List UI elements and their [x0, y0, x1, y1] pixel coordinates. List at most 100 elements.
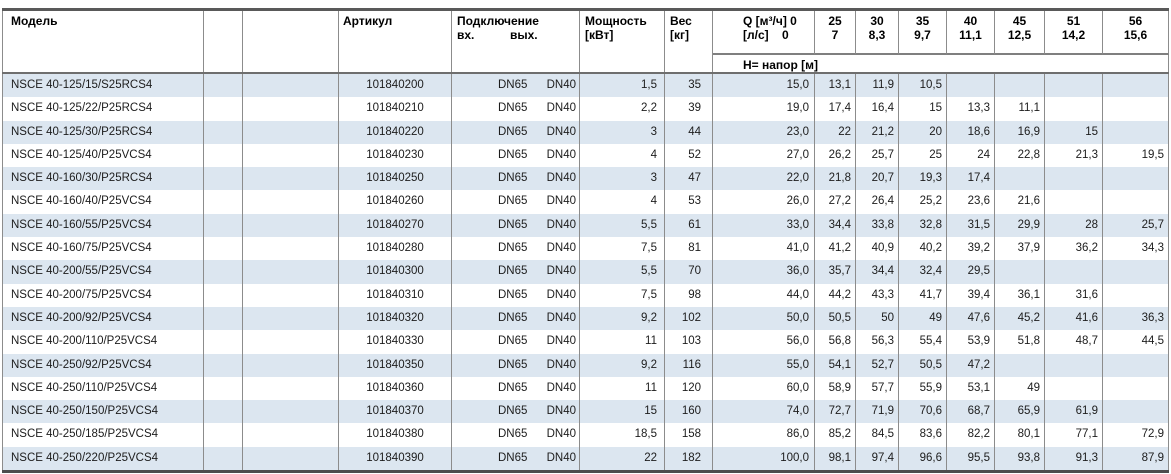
spacer-column-header — [204, 11, 243, 55]
table-row: NSCE 40-250/150/P25VCS4 101840370 DN65 D… — [2, 400, 1169, 424]
weight-cell: 44 — [665, 120, 713, 144]
outlet-value: DN40 — [546, 195, 576, 208]
article-cell: 101840320 — [339, 306, 452, 331]
weight-label: Вес — [670, 14, 692, 28]
head-cell: 98,1 — [815, 446, 856, 471]
head-cell: 84,5 — [856, 423, 899, 447]
table-row: NSCE 40-200/92/P25VCS4 101840320 DN65 DN… — [2, 306, 1169, 331]
connection-cell: DN65 DN40 — [452, 400, 580, 424]
spacer-subheader — [580, 55, 665, 72]
spacer-cell — [243, 167, 339, 191]
power-cell: 9,2 — [580, 353, 665, 377]
head-cell: 56,3 — [856, 330, 899, 354]
power-cell: 2,2 — [580, 97, 665, 121]
model-cell: NSCE 40-125/22/P25RCS4 — [2, 97, 204, 121]
q-column-header: 56 15,6 — [1103, 11, 1169, 55]
head-cell: 29,9 — [995, 213, 1045, 238]
head-cell: 39,4 — [947, 283, 995, 307]
inlet-value: DN65 — [497, 381, 528, 394]
table-row: NSCE 40-125/22/P25RCS4 101840210 DN65 DN… — [2, 97, 1169, 121]
head-cell: 25 — [899, 143, 947, 168]
spacer-cell — [243, 446, 339, 471]
head-cell: 36,2 — [1045, 237, 1103, 261]
head-cell: 15 — [899, 97, 947, 121]
spacer-cell — [243, 237, 339, 261]
spacer-cell — [243, 97, 339, 121]
article-cell: 101840220 — [339, 120, 452, 144]
head-cell: 48,7 — [1045, 330, 1103, 354]
head-cell: 23,6 — [947, 190, 995, 214]
article-cell: 101840310 — [339, 283, 452, 307]
connection-cell: DN65 DN40 — [452, 190, 580, 214]
head-cell: 29,5 — [947, 260, 995, 284]
power-cell: 3 — [580, 167, 665, 191]
head-cell: 32,8 — [899, 213, 947, 238]
spacer-cell — [243, 306, 339, 331]
spacer-cell — [204, 353, 243, 377]
weight-cell: 81 — [665, 237, 713, 261]
head-cell: 34,4 — [815, 213, 856, 238]
head-cell: 71,9 — [856, 400, 899, 424]
head-cell — [1103, 97, 1169, 121]
model-cell: NSCE 40-200/55/P25VCS4 — [2, 260, 204, 284]
head-cell: 26,2 — [815, 143, 856, 168]
head-cell — [995, 260, 1045, 284]
spacer-subheader — [665, 55, 713, 72]
head-cell: 80,1 — [995, 423, 1045, 447]
head-cell: 49 — [899, 306, 947, 331]
connection-cell: DN65 DN40 — [452, 120, 580, 144]
head-cell — [1045, 353, 1103, 377]
inlet-value: DN65 — [497, 451, 528, 464]
head-cell — [1045, 97, 1103, 121]
head-cell — [995, 167, 1045, 191]
model-cell: NSCE 40-160/40/P25VCS4 — [2, 190, 204, 214]
spacer-cell — [204, 446, 243, 471]
connection-cell: DN65 DN40 — [452, 283, 580, 307]
head-cell: 31,5 — [947, 213, 995, 238]
spacer-cell — [204, 400, 243, 424]
head-cell: 33,8 — [856, 213, 899, 238]
connection-cell: DN65 DN40 — [452, 306, 580, 331]
power-cell: 15 — [580, 400, 665, 424]
head-cell: 31,6 — [1045, 283, 1103, 307]
head-cell: 20 — [899, 120, 947, 144]
spacer-cell — [204, 376, 243, 401]
spacer-cell — [243, 143, 339, 168]
spacer-cell — [204, 237, 243, 261]
head-cell: 45,2 — [995, 306, 1045, 331]
head-cell: 51,8 — [995, 330, 1045, 354]
model-cell: NSCE 40-250/110/P25VCS4 — [2, 376, 204, 401]
inlet-value: DN65 — [497, 358, 528, 371]
inlet-value: DN65 — [497, 405, 528, 418]
spacer-cell — [243, 400, 339, 424]
head-cell: 49 — [995, 376, 1045, 401]
q-m3h-value: 56 — [1128, 14, 1143, 28]
head-cell — [1103, 167, 1169, 191]
head-cell: 19,5 — [1103, 143, 1169, 168]
head-cell: 91,3 — [1045, 446, 1103, 471]
head-cell: 39,2 — [947, 237, 995, 261]
outlet-value: DN40 — [546, 102, 576, 115]
head-cell: 37,9 — [995, 237, 1045, 261]
q-m3h-value: 30 — [870, 14, 884, 28]
model-cell: NSCE 40-200/75/P25VCS4 — [2, 283, 204, 307]
article-cell: 101840200 — [339, 74, 452, 98]
head-cell: 41,7 — [899, 283, 947, 307]
outlet-value: DN40 — [546, 405, 576, 418]
head-cell: 22 — [815, 120, 856, 144]
spacer-cell — [204, 423, 243, 447]
head-cell — [1103, 283, 1169, 307]
head-cell: 70,6 — [899, 400, 947, 424]
head-cell — [995, 353, 1045, 377]
head-cell: 50,0 — [713, 306, 815, 331]
model-cell: NSCE 40-160/30/P25RCS4 — [2, 167, 204, 191]
outlet-value: DN40 — [546, 148, 576, 161]
head-cell: 21,2 — [856, 120, 899, 144]
weight-cell: 39 — [665, 97, 713, 121]
outlet-value: DN40 — [546, 428, 576, 441]
head-cell: 95,5 — [947, 446, 995, 471]
head-cell — [1103, 353, 1169, 377]
q-m3h-value: 25 — [828, 14, 842, 28]
spacer-cell — [204, 120, 243, 144]
flow-m3h-label: Q [м³/ч] 0 — [743, 14, 797, 28]
